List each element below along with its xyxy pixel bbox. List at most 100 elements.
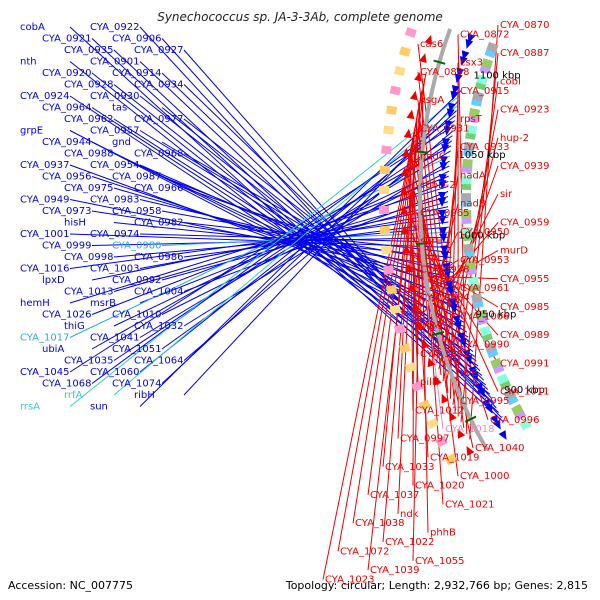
gene-label: CYA_0931 (420, 123, 469, 134)
gene-label: CYA_1051 (112, 344, 161, 355)
label-connector (91, 176, 459, 299)
gene-label: CYA_0944 (42, 137, 91, 148)
gene-arrow (439, 156, 448, 166)
gene-label: CYA_0930 (90, 91, 139, 102)
scale-tick-label: 950 kbp (476, 310, 517, 321)
gene-label: CYA_1040 (475, 443, 524, 454)
gene-label: CYA_0934 (134, 80, 183, 91)
gene-label: cobD-2 (420, 180, 456, 191)
cog-block (467, 276, 480, 287)
gene-arrow (470, 371, 478, 382)
cog-block (385, 105, 398, 115)
gene-label: CYA_0978 (420, 264, 469, 275)
gene-arrow (484, 403, 493, 414)
cog-block (393, 65, 406, 77)
label-connector (409, 198, 499, 392)
cog-block (486, 41, 499, 53)
gene-label: ndk (400, 509, 419, 520)
gene-label: CYA_1074 (112, 379, 161, 390)
cog-block (383, 265, 395, 275)
gene-label: CYA_0980 (112, 241, 161, 252)
gene-arrow (438, 173, 447, 184)
gene-label: CYA_0964 (42, 103, 91, 114)
gene-arrow (421, 339, 430, 349)
accession-text: Accession: NC_007775 (8, 579, 134, 592)
gene-label: CYA_1011 (500, 387, 549, 398)
cog-block (399, 343, 411, 354)
label-connector (442, 118, 459, 382)
gene-label: rrfA (64, 390, 83, 401)
cog-block (444, 453, 458, 466)
gene-label: CYA_0928 (64, 80, 113, 91)
gene-label: CYA_0921 (42, 34, 91, 45)
label-connector (91, 115, 456, 384)
gene-arrow (402, 244, 411, 254)
gene-label: CYA_1017 (20, 333, 69, 344)
cog-block (503, 388, 516, 401)
gene-label: CYA_0922 (90, 22, 139, 33)
gene-arrow (418, 53, 427, 64)
cog-block (380, 245, 392, 255)
gene-arrow (492, 419, 501, 430)
label-connector (139, 150, 451, 338)
cog-block (465, 260, 477, 270)
gene-label: CYA_0995 (460, 396, 509, 407)
gene-arrow (498, 430, 507, 440)
gene-label: CYA_0989 (500, 330, 549, 341)
cog-block (461, 175, 472, 185)
gene-label: CYA_1004 (134, 287, 183, 298)
cog-block (513, 408, 527, 421)
cog-block (476, 74, 489, 85)
cog-block (379, 225, 391, 235)
gene-label: hup-2 (500, 133, 529, 144)
gene-arrow (441, 138, 450, 148)
scale-tick (415, 242, 428, 246)
gene-label: CYA_1006 (460, 311, 509, 322)
label-connector (91, 145, 452, 350)
gene-label: CYA_1032 (134, 321, 183, 332)
label-connector (139, 61, 489, 390)
gene-label: CYA_0987 (112, 172, 161, 183)
gene-arrow (449, 303, 458, 314)
gene-label: CYA_0986 (134, 252, 183, 263)
gene-arrow (406, 109, 415, 120)
cog-block (426, 417, 440, 430)
label-connector (113, 135, 453, 361)
gene-arrow (447, 102, 456, 113)
label-connector (113, 165, 450, 327)
gene-label: hemH (20, 298, 50, 309)
gene-arrow (450, 90, 459, 101)
cog-block (484, 341, 497, 353)
gene-label: pilN (420, 377, 439, 388)
cog-block (379, 185, 390, 195)
gene-arrow (400, 167, 409, 177)
gene-arrow (400, 205, 409, 215)
gene-label: CYA_1019 (430, 452, 479, 463)
cog-block (385, 285, 398, 295)
cog-block (463, 243, 474, 253)
label-connector (139, 180, 449, 304)
cog-block (393, 323, 406, 335)
gene-arrow (444, 280, 453, 290)
gene-label: CYA_0983 (90, 195, 139, 206)
label-connector (452, 81, 499, 405)
cog-block (418, 399, 431, 411)
gene-label: msrB (90, 298, 116, 309)
gene-label: CYA_1026 (42, 310, 91, 321)
scale-tick (416, 150, 429, 154)
cog-block (461, 209, 472, 219)
scale-tick-label: 1000 kbp (458, 230, 505, 241)
gene-label: hisH (64, 218, 86, 229)
gene-label: CYA_0949 (20, 195, 69, 206)
gene-arrow (427, 357, 436, 368)
gene-label: CYA_0870 (500, 20, 549, 31)
gene-label: CYA_1022 (385, 537, 434, 548)
gene-label: CYA_0915 (460, 86, 509, 97)
cog-block (379, 205, 390, 215)
gene-arrow (437, 197, 446, 207)
gene-label: ilvE (460, 368, 478, 379)
gene-arrow (443, 268, 451, 279)
cog-block (490, 357, 503, 369)
genome-summary-text: Topology: circular; Length: 2,932,766 bp… (285, 579, 588, 592)
